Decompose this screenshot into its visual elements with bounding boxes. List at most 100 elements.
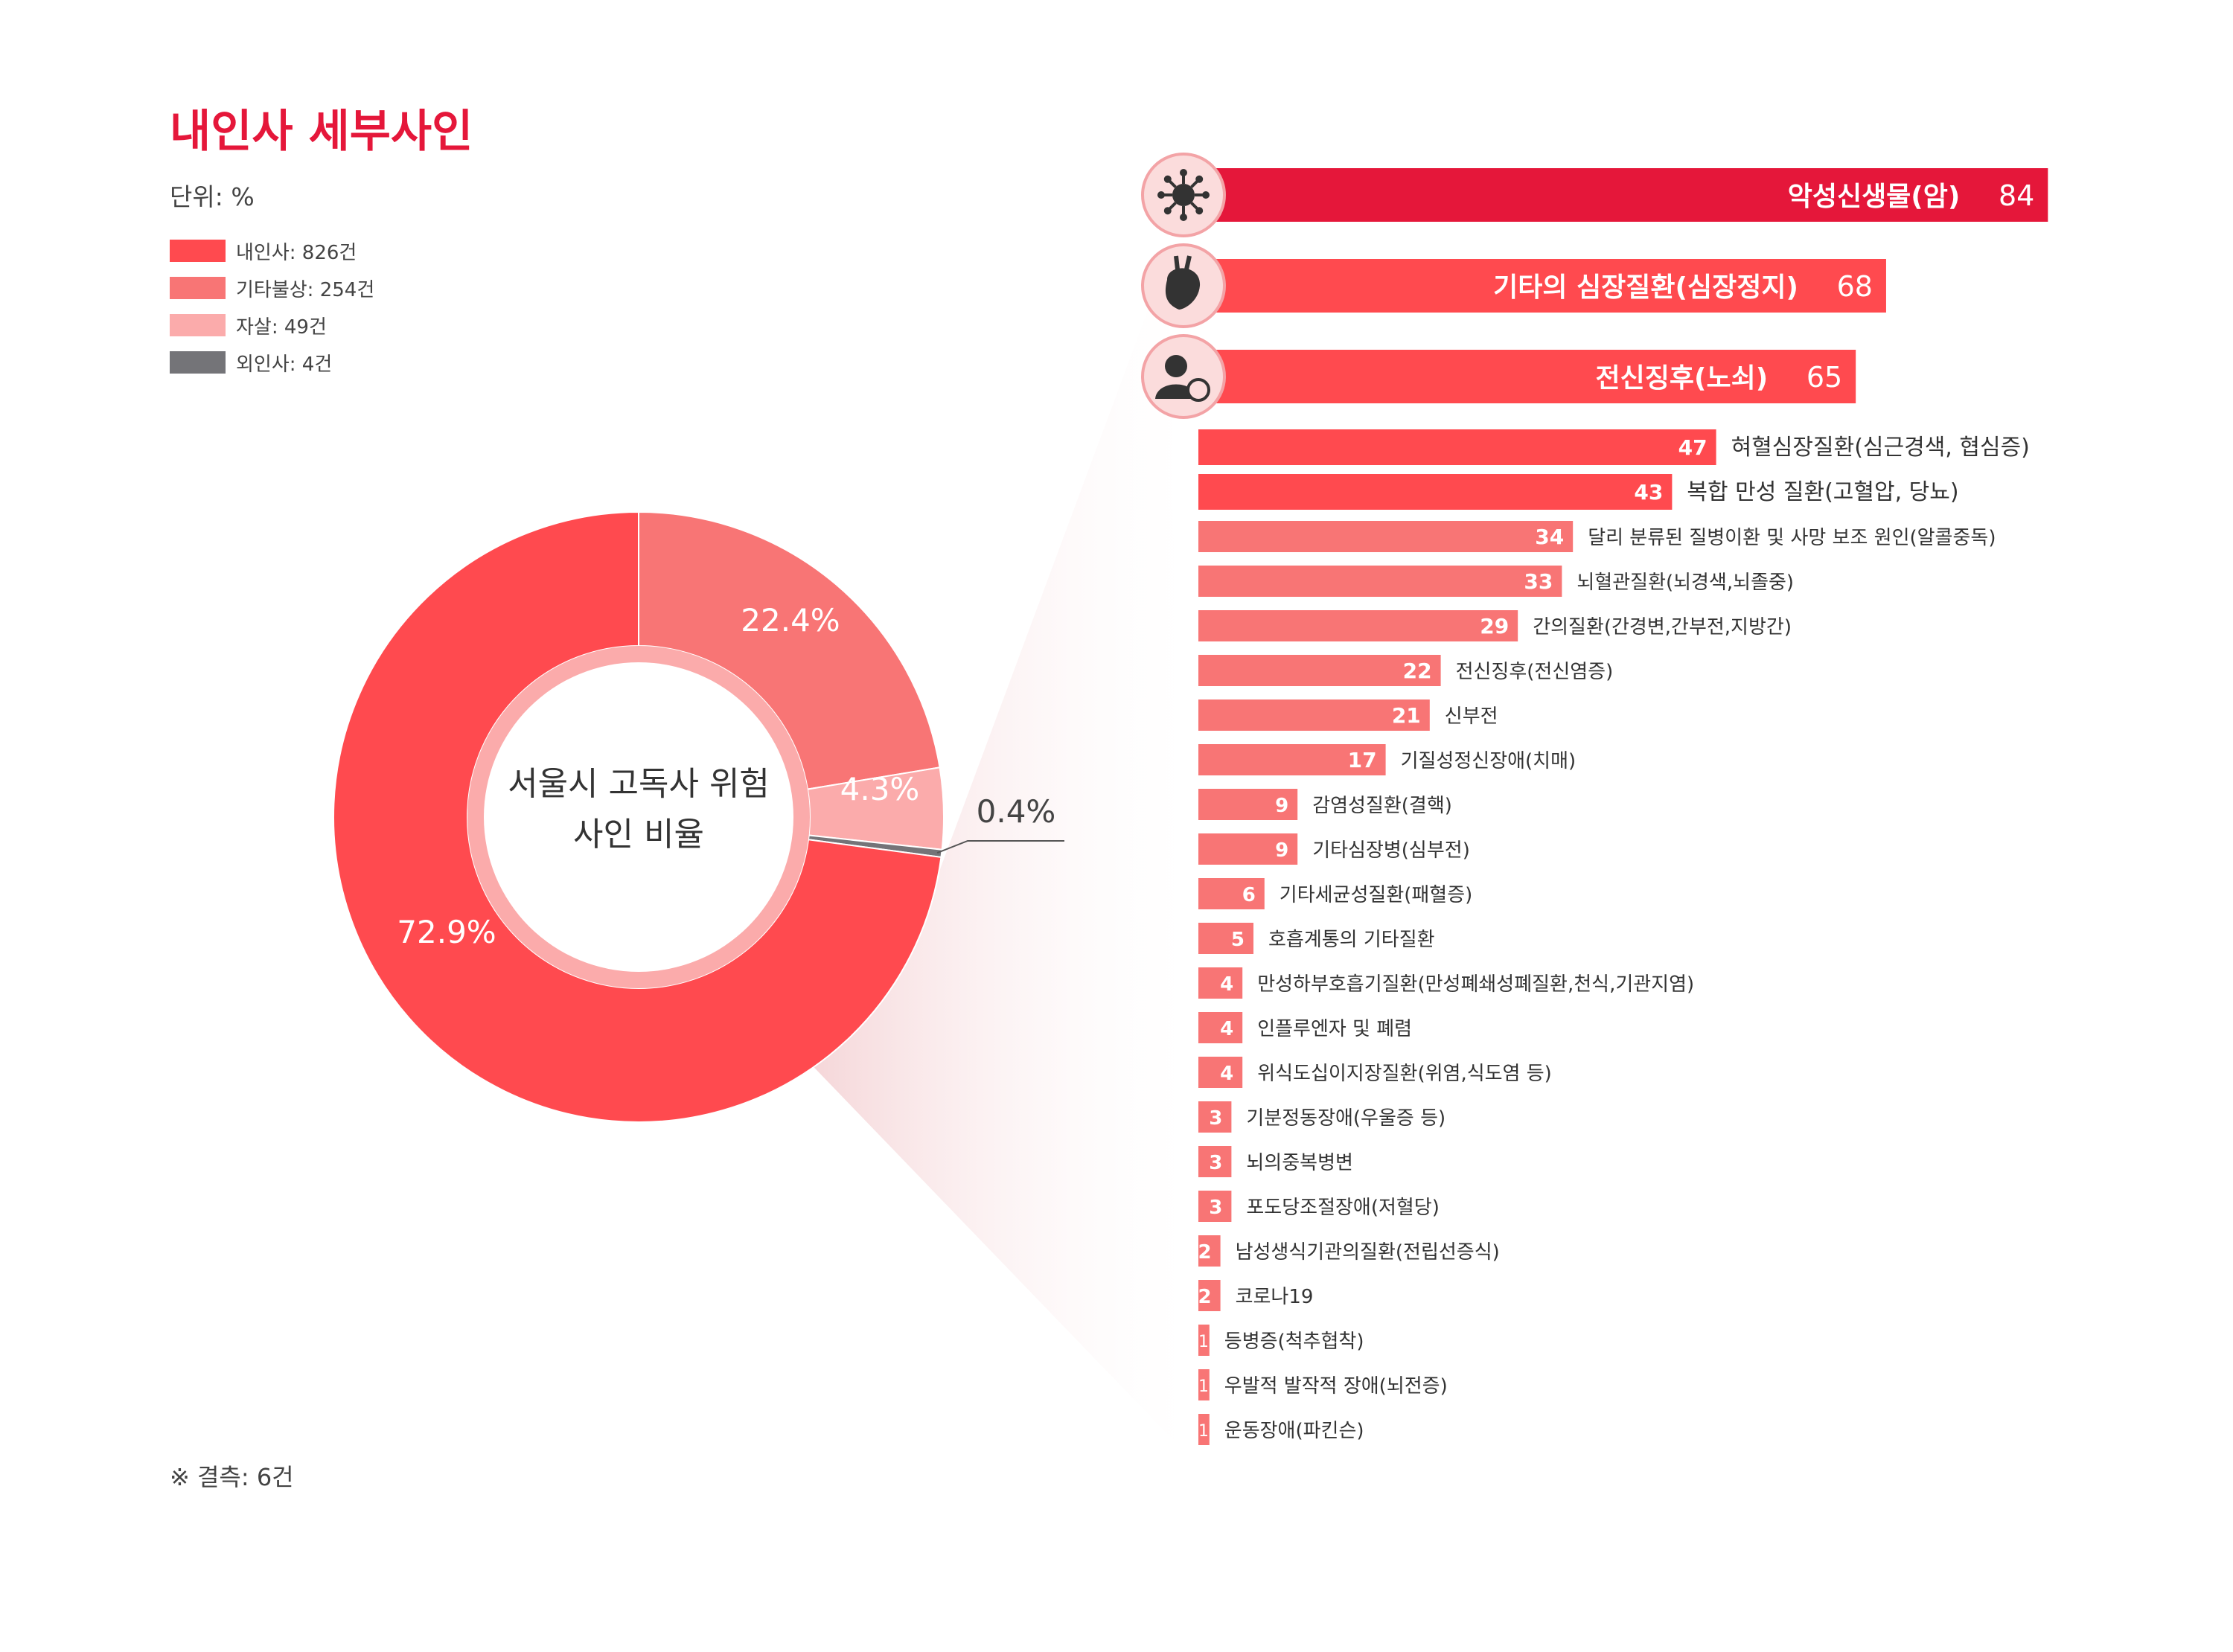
bar	[1198, 1012, 1243, 1043]
bar-value-label: 1	[1198, 1333, 1209, 1351]
bar-category-label: 복합 만성 질환(고혈압, 당뇨)	[1687, 479, 1958, 505]
bar	[1198, 923, 1253, 954]
virus-icon-knob	[1157, 191, 1165, 199]
bar	[1198, 1146, 1232, 1177]
bar-value-label: 22	[1403, 659, 1432, 683]
virus-icon-knob	[1163, 175, 1172, 183]
footnote: ※ 결측: 6건	[170, 1463, 294, 1491]
bar-value-label: 3	[1209, 1197, 1222, 1219]
bar-value-label: 17	[1348, 748, 1377, 772]
legend-item: 내인사: 826건	[170, 232, 374, 269]
bar	[1198, 1101, 1232, 1133]
donut-center-label: 사인 비율	[573, 816, 704, 854]
legend-label: 외인사: 4건	[236, 353, 333, 376]
bar	[1198, 566, 1562, 597]
heart-icon-vessel	[1174, 255, 1192, 270]
bar	[1198, 789, 1298, 820]
bar	[1198, 1325, 1210, 1356]
page-title: 내인사 세부사인	[170, 106, 473, 158]
bar-value-label: 1	[1198, 1377, 1209, 1396]
bar-category-label: 만성하부호흡기질환(만성폐쇄성폐질환,천식,기관지염)	[1257, 973, 1694, 996]
bar	[1198, 521, 1574, 552]
bar-category-label: 위식도십이지장질환(위염,식도염 등)	[1257, 1063, 1552, 1085]
bar	[1198, 1280, 1221, 1311]
person-icon-head	[1165, 355, 1187, 377]
bar-value-label: 5	[1231, 929, 1245, 951]
virus-icon-knob	[1163, 207, 1172, 215]
bar	[1198, 699, 1430, 731]
bar-value-label: 3	[1209, 1107, 1222, 1130]
legend-item: 자살: 49건	[170, 307, 374, 344]
legend-swatch	[170, 277, 226, 299]
bar-category-label: 간의질환(간경변,간부전,지방간)	[1533, 616, 1792, 638]
clock-icon	[1186, 378, 1210, 402]
bar	[1198, 1057, 1243, 1088]
bar-category-label: 등병증(척추협착)	[1224, 1331, 1364, 1353]
virus-icon-knob	[1180, 169, 1187, 176]
bar	[1198, 1369, 1210, 1400]
bar-category-label: 기타의 심장질환(심장정지)	[1493, 272, 1798, 303]
legend-item: 외인사: 4건	[170, 344, 374, 381]
bar-category-label: 기질성정신장애(치매)	[1401, 750, 1576, 772]
donut-value-label: 0.4%	[977, 793, 1056, 830]
bar-category-label: 코로나19	[1236, 1286, 1314, 1308]
donut-value-label: 4.3%	[840, 771, 920, 807]
bar-category-label: 혀혈심장질환(심근경색, 협심증)	[1731, 435, 2030, 461]
bar	[1198, 1191, 1232, 1222]
bar-category-label: 신부전	[1445, 705, 1498, 728]
bar-value-label: 34	[1535, 525, 1564, 549]
bar-value-label: 9	[1275, 795, 1288, 817]
bar	[1198, 967, 1243, 999]
bar-value-label: 4	[1220, 1063, 1233, 1085]
leader-line	[936, 840, 1064, 854]
bar-category-label: 달리 분류된 질병이환 및 사망 보조 원인(알콜중독)	[1588, 527, 1996, 549]
bar-highlight	[1198, 350, 1856, 403]
bar-value-label: 21	[1392, 703, 1421, 728]
bar	[1198, 833, 1298, 865]
bar	[1198, 1414, 1210, 1445]
bar-category-label: 기분정동장애(우울증 등)	[1246, 1107, 1445, 1130]
bar-value-label: 2	[1198, 1286, 1212, 1308]
donut-center-label: 서울시 고독사 위험	[508, 765, 770, 803]
bar-highlight	[1198, 168, 2048, 222]
bar-category-label: 우발적 발작적 장애(뇌전증)	[1224, 1375, 1448, 1398]
bar-category-label: 기타심장병(심부전)	[1312, 839, 1470, 862]
bar-value-label: 43	[1634, 480, 1663, 505]
donut-value-label: 22.4%	[741, 602, 840, 638]
bar-value-label: 47	[1678, 435, 1708, 460]
legend-swatch	[170, 240, 226, 262]
bar-value-label: 84	[1999, 179, 2034, 212]
bar	[1198, 429, 1716, 465]
legend-swatch	[170, 351, 226, 374]
bar-category-label: 감염성질환(결핵)	[1312, 795, 1452, 817]
legend-label: 자살: 49건	[236, 316, 327, 339]
heart-icon-shape	[1165, 268, 1201, 310]
bar-highlight	[1198, 259, 1886, 313]
bar-category-label: 악성신생물(암)	[1788, 182, 1961, 212]
unit-label: 단위: %	[170, 182, 255, 211]
bar-category-label: 인플루엔자 및 폐렴	[1257, 1018, 1412, 1040]
legend-swatch	[170, 314, 226, 336]
virus-icon-knob	[1180, 214, 1187, 221]
bar-category-label: 호흡계통의 기타질환	[1268, 929, 1435, 951]
bar-category-label: 포도당조절장애(저혈당)	[1246, 1197, 1440, 1219]
bar-category-label: 뇌의중복병변	[1246, 1152, 1353, 1174]
bar-value-label: 68	[1837, 270, 1873, 303]
legend-label: 기타불상: 254건	[236, 278, 375, 301]
donut-value-label: 72.9%	[397, 914, 496, 950]
person-icon-body	[1155, 384, 1197, 399]
donut-center	[484, 662, 793, 972]
bar	[1198, 878, 1265, 909]
bar	[1198, 655, 1441, 686]
bar	[1198, 610, 1518, 641]
bar-value-label: 33	[1524, 569, 1553, 594]
bar-value-label: 65	[1806, 361, 1842, 394]
bar-category-label: 남성생식기관의질환(전립선증식)	[1236, 1241, 1500, 1264]
bar-category-label: 운동장애(파킨슨)	[1224, 1420, 1364, 1442]
virus-icon-knob	[1202, 191, 1210, 199]
bar-category-label: 기타세균성질환(패혈증)	[1280, 884, 1473, 906]
bar-value-label: 4	[1220, 973, 1233, 996]
virus-icon-knob	[1195, 207, 1204, 215]
bar	[1198, 1235, 1221, 1267]
